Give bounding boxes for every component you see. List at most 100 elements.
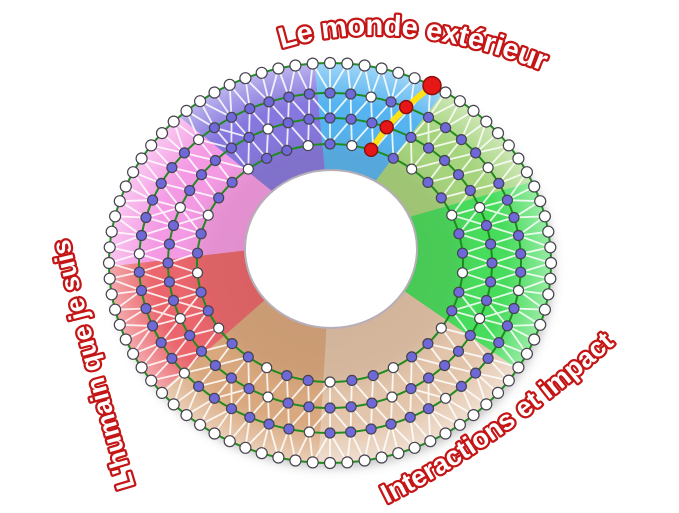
purple-node <box>302 374 314 386</box>
purple-node <box>422 176 434 188</box>
mesh-edge <box>197 138 233 149</box>
purple-node <box>423 372 435 384</box>
white-node <box>193 134 205 146</box>
purple-node <box>282 397 294 409</box>
mesh-edge <box>458 206 481 235</box>
purple-node <box>439 359 451 372</box>
torus-graph <box>102 56 558 470</box>
purple-node <box>324 112 336 124</box>
white-node <box>208 86 221 99</box>
purple-node <box>446 305 458 317</box>
white-node <box>467 104 480 118</box>
mesh-edge <box>410 387 447 400</box>
white-node <box>358 59 371 72</box>
purple-node <box>195 228 207 240</box>
torus-hole <box>244 169 418 329</box>
white-node <box>272 62 285 75</box>
white-node <box>446 209 458 221</box>
purple-node <box>193 380 205 392</box>
white-node <box>113 318 126 331</box>
purple-node <box>166 162 178 174</box>
white-node <box>544 256 558 270</box>
purple-node <box>167 294 180 307</box>
white-node <box>103 272 116 285</box>
white-node <box>474 201 486 214</box>
white-node <box>127 166 140 179</box>
purple-node <box>178 147 190 159</box>
purple-node <box>133 266 145 278</box>
purple-node <box>470 147 482 159</box>
white-node <box>346 140 358 152</box>
purple-node <box>508 302 520 315</box>
purple-node <box>226 338 238 350</box>
mesh-edge <box>427 377 463 388</box>
highlight-drag-handle[interactable] <box>422 75 442 96</box>
purple-node <box>512 229 525 242</box>
highlight-node <box>379 119 394 135</box>
white-node <box>202 209 214 221</box>
mesh-edge <box>179 291 202 320</box>
white-node <box>456 267 469 279</box>
purple-node <box>435 192 447 204</box>
highlight-node <box>363 142 379 158</box>
purple-node <box>263 96 275 108</box>
purple-node <box>184 329 196 342</box>
white-node <box>135 361 148 374</box>
purple-node <box>367 370 379 382</box>
white-node <box>127 347 140 360</box>
purple-node <box>281 144 293 156</box>
mesh-edge <box>427 138 463 149</box>
highlight-node <box>398 99 414 115</box>
white-node <box>306 456 319 469</box>
white-node <box>502 139 515 152</box>
white-node <box>440 392 452 404</box>
purple-node <box>365 423 377 435</box>
white-node <box>502 374 515 387</box>
white-node <box>102 256 116 270</box>
white-node <box>439 86 452 99</box>
purple-node <box>163 276 175 288</box>
purple-node <box>515 248 527 260</box>
purple-node <box>406 351 418 363</box>
purple-node <box>244 411 256 423</box>
purple-node <box>226 176 238 188</box>
purple-node <box>147 320 159 332</box>
white-node <box>453 95 466 108</box>
purple-node <box>501 194 513 206</box>
mesh-edge <box>213 126 250 139</box>
white-node <box>105 288 118 301</box>
purple-node <box>213 192 225 204</box>
purple-node <box>501 320 513 332</box>
purple-node <box>423 142 435 154</box>
purple-node <box>486 257 498 269</box>
purple-node <box>385 96 397 108</box>
white-node <box>544 241 557 254</box>
purple-node <box>345 113 357 125</box>
purple-node <box>464 329 476 342</box>
purple-node <box>140 211 152 224</box>
white-node <box>323 56 337 70</box>
purple-node <box>281 370 293 382</box>
purple-node <box>324 402 336 414</box>
white-node <box>213 322 225 334</box>
white-node <box>108 303 122 316</box>
white-node <box>323 456 337 470</box>
white-node <box>512 361 525 374</box>
purple-node <box>163 238 175 250</box>
white-node <box>119 333 132 346</box>
purple-node <box>166 352 178 364</box>
white-node <box>105 225 118 238</box>
purple-node <box>452 345 465 357</box>
purple-node <box>184 184 196 197</box>
purple-node <box>244 103 256 115</box>
white-node <box>482 162 494 174</box>
white-node <box>480 115 493 128</box>
white-node <box>103 241 116 254</box>
mesh-edge <box>172 214 210 227</box>
mesh-edge <box>197 377 233 388</box>
white-node <box>435 322 447 334</box>
white-node <box>439 427 452 440</box>
nodes-layer <box>102 56 558 470</box>
white-node <box>512 152 525 165</box>
white-node <box>145 139 158 152</box>
